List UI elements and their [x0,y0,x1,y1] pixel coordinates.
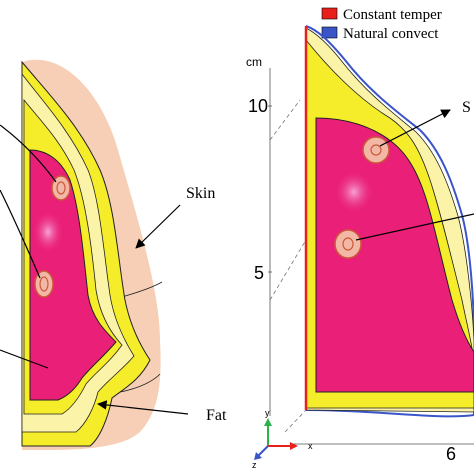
legend-label-constant: Constant temper [343,7,442,23]
x-tick-label-6: 6 [446,444,456,464]
fat-arrow [97,400,189,415]
left-breast-model: Skin Fat [0,59,227,451]
natural-convection-boundary [305,25,474,418]
right-skin-arrow [379,109,451,147]
skin-arrow [135,204,181,249]
right-tumor-pointer [355,213,474,241]
triad-x-label: x [308,441,313,451]
gland-highlight [32,210,64,254]
axis-unit-label: cm [246,55,262,69]
right-tumor-lower [334,229,362,259]
right-tumor-upper [362,136,390,164]
legend-swatch-natural [321,26,338,39]
fat-label: Fat [206,407,227,424]
right-breast-model: Constant temper Natural convect cm 10 5 … [246,7,474,470]
coordinate-triad: y x z [252,408,313,470]
skin-label: Skin [186,185,215,202]
tumor-lower [34,270,54,298]
pointer-lower-tumor [0,189,41,279]
perspective-lines [269,99,307,433]
legend: Constant temper Natural convect [321,7,442,42]
triad-z-axis [257,445,269,457]
triad-y-label: y [265,408,270,418]
y-tick-label-10: 10 [248,96,268,116]
tumor-upper [51,175,71,201]
y-tick-label-5: 5 [254,263,264,283]
pointer-gland [0,349,49,369]
legend-label-natural: Natural convect [343,26,439,42]
right-label-s-partial: S [462,99,471,116]
pointer-upper-tumor [0,124,57,183]
triad-z-label: z [252,460,257,470]
legend-swatch-constant [321,7,338,20]
right-gland-highlight [334,170,374,214]
